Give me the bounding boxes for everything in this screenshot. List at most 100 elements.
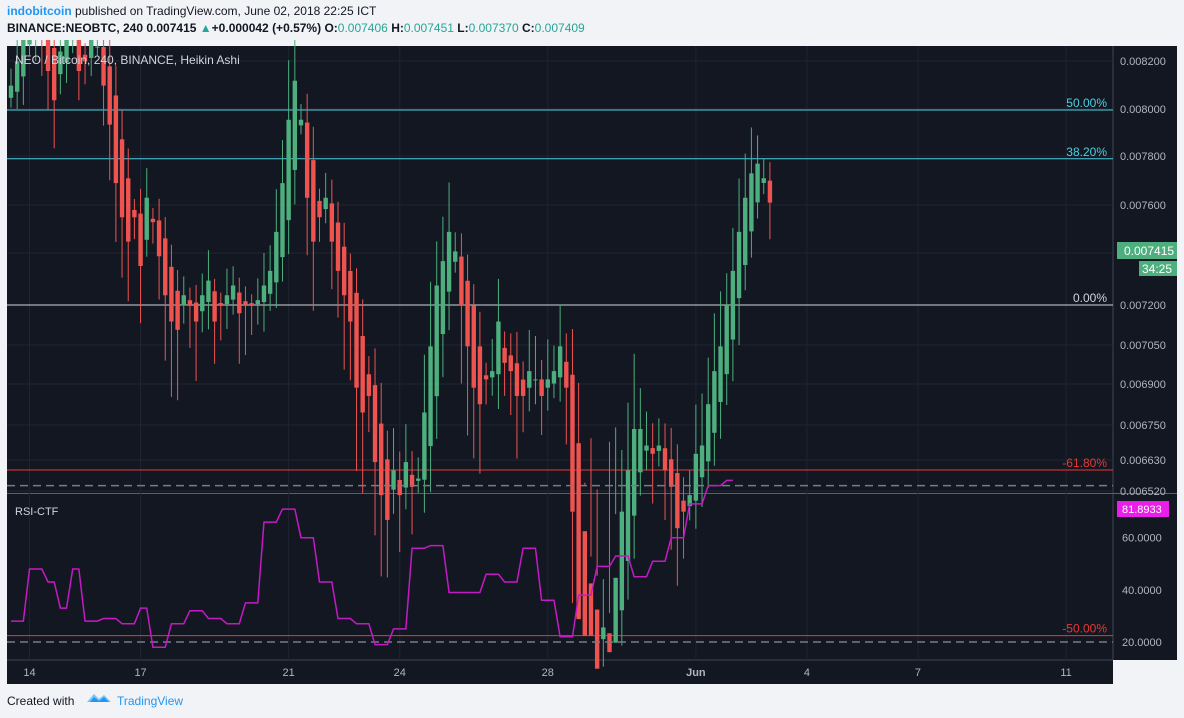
last-price: 0.007415	[146, 21, 197, 35]
current-price-badge: 0.007415 34:25	[1117, 242, 1177, 276]
candle	[329, 179, 335, 290]
symbol-line: BINANCE:NEOBTC, 240 0.007415 ▲+0.000042 …	[7, 21, 585, 35]
publish-info: published on TradingView.com, June 02, 2…	[75, 4, 377, 18]
time-axis	[7, 660, 1113, 684]
candle	[687, 470, 692, 521]
candle	[89, 40, 94, 77]
candle	[743, 153, 748, 291]
candle	[594, 489, 600, 669]
candle	[718, 291, 723, 439]
candle	[311, 126, 316, 311]
candle	[453, 232, 458, 273]
rsi-pane: 60.0000 40.0000 20.0000 RSI-CTF 81.8933	[7, 479, 1169, 649]
candle	[477, 311, 483, 474]
candle	[471, 284, 476, 459]
candle	[533, 335, 538, 405]
candle	[631, 353, 637, 559]
rsi-value-badge-bg	[1117, 501, 1169, 517]
candle	[298, 104, 304, 135]
candle	[181, 276, 186, 324]
candle	[576, 382, 581, 620]
candle	[41, 40, 43, 76]
candle	[107, 40, 112, 181]
candle	[625, 402, 631, 600]
fib-levels: 100.00%50.00%38.20%0.00%-50.00%-61.80%	[7, 96, 1113, 637]
price-tick: 0.006630	[1120, 455, 1166, 467]
candle	[206, 250, 211, 330]
candle	[237, 277, 242, 364]
time-tick: 24	[394, 667, 406, 679]
candle	[95, 40, 100, 56]
low-label: L:	[457, 21, 469, 35]
candle	[434, 241, 439, 439]
candle	[70, 40, 75, 54]
countdown-badge-bg	[1139, 261, 1177, 276]
candle	[126, 148, 131, 302]
fib-level-label: -50.00%	[1062, 622, 1107, 636]
chart-canvas[interactable]: 100.00%50.00%38.20%0.00%-50.00%-61.80% 0…	[0, 40, 1184, 684]
tradingview-brand-link[interactable]: TradingView	[117, 694, 184, 708]
author-link[interactable]: indobitcoin	[7, 4, 72, 18]
candle	[675, 444, 680, 586]
fib-level-label: 38.20%	[1066, 145, 1107, 159]
candle	[187, 287, 193, 348]
candle	[409, 451, 415, 535]
candle	[588, 438, 594, 636]
publish-line: indobitcoin published on TradingView.com…	[7, 4, 376, 18]
footer: Created with TradingView	[0, 684, 1184, 718]
candle	[755, 135, 760, 219]
candle	[749, 127, 754, 258]
low-value: 0.007370	[468, 21, 519, 35]
price-tick: 0.006750	[1120, 420, 1166, 432]
candle	[169, 244, 174, 397]
candle	[693, 404, 699, 529]
candle	[132, 199, 137, 240]
candle	[267, 245, 273, 311]
candle	[45, 40, 51, 110]
tradingview-logo-icon[interactable]	[86, 691, 112, 705]
candle	[113, 66, 119, 242]
candle	[200, 273, 205, 333]
candle	[607, 441, 612, 653]
rsi-level-lines	[7, 484, 1113, 643]
change-up-icon: ▲	[199, 21, 212, 35]
candle	[261, 252, 267, 332]
candle	[736, 178, 742, 346]
time-tick: 28	[542, 667, 554, 679]
time-tick: Jun	[686, 667, 706, 679]
time-tick: 21	[283, 667, 295, 679]
candle	[51, 40, 57, 149]
candle	[397, 451, 402, 553]
price-tick: 0.007200	[1120, 300, 1166, 312]
candle	[82, 43, 88, 85]
candle	[613, 427, 618, 643]
candle	[416, 457, 421, 493]
candle	[144, 168, 149, 257]
candle	[280, 140, 285, 282]
fib-level-label: -61.80%	[1062, 456, 1107, 470]
time-tick: 14	[23, 667, 35, 679]
chart-title: NEO / Bitcoin, 240, BINANCE, Heikin Ashi	[15, 53, 240, 67]
candle	[644, 411, 649, 471]
candle	[76, 40, 82, 101]
time-tick-labels: 14 17 21 24 28 Jun 4 7 11	[23, 667, 1071, 679]
candle	[761, 158, 766, 195]
time-tick: 11	[1060, 667, 1071, 679]
price-tick: 0.007050	[1120, 340, 1166, 352]
open-label: O:	[324, 21, 338, 35]
high-label: H:	[391, 21, 404, 35]
bar-countdown: 34:25	[1142, 262, 1172, 276]
rsi-title: RSI-CTF	[15, 506, 59, 518]
close-label: C:	[522, 21, 535, 35]
candle	[730, 227, 736, 382]
candle	[360, 299, 365, 494]
candle	[58, 40, 63, 95]
candle	[101, 40, 106, 126]
candle	[545, 339, 550, 411]
candle	[255, 278, 260, 325]
candle	[465, 254, 470, 436]
candle	[724, 273, 729, 405]
candle	[292, 40, 298, 205]
candle	[243, 286, 248, 356]
candle	[681, 477, 686, 559]
